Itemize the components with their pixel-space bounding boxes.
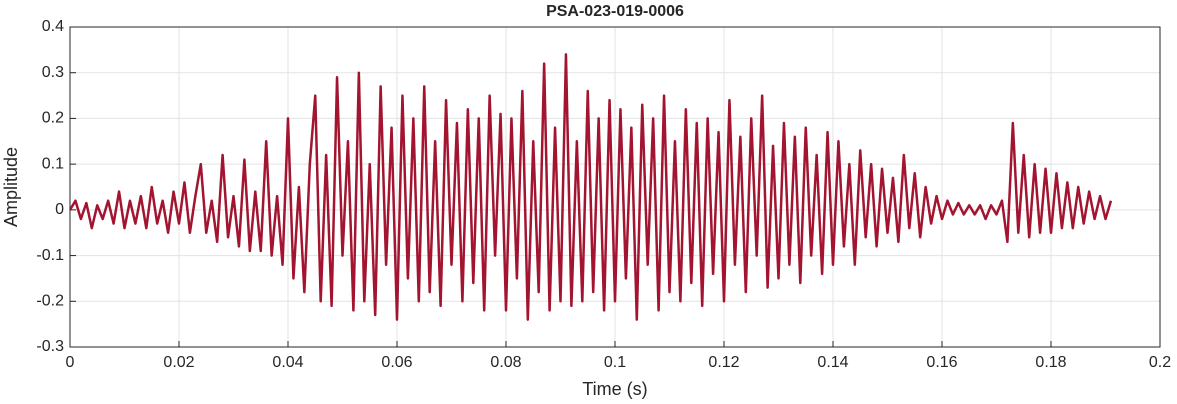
- y-tick-label: 0.2: [42, 110, 64, 127]
- y-tick-label: 0: [55, 201, 64, 218]
- y-tick-label: -0.3: [36, 338, 64, 355]
- x-tick-label: 0: [66, 354, 75, 371]
- x-tick-label: 0.12: [708, 354, 739, 371]
- x-tick-label: 0.18: [1035, 354, 1066, 371]
- x-tick-label: 0.2: [1149, 354, 1171, 371]
- x-tick-label: 0.06: [381, 354, 412, 371]
- x-tick-label: 0.02: [163, 354, 194, 371]
- x-tick-label: 0.08: [490, 354, 521, 371]
- plot-frame: [69, 26, 1161, 348]
- y-axis-label: Amplitude: [1, 147, 21, 227]
- y-tick-label: 0.3: [42, 64, 64, 81]
- chart-title: PSA-023-019-0006: [546, 3, 684, 20]
- x-tick-label: 0.04: [272, 354, 303, 371]
- y-tick-label: -0.2: [36, 293, 64, 310]
- x-tick-label: 0.1: [604, 354, 626, 371]
- x-tick-label: 0.14: [817, 354, 848, 371]
- x-tick-label: 0.16: [926, 354, 957, 371]
- y-tick-label: -0.1: [36, 247, 64, 264]
- data-line: [68, 53, 1113, 321]
- x-axis-label: Time (s): [582, 379, 647, 399]
- y-tick-label: 0.4: [42, 18, 64, 35]
- y-tick-label: 0.1: [42, 155, 64, 172]
